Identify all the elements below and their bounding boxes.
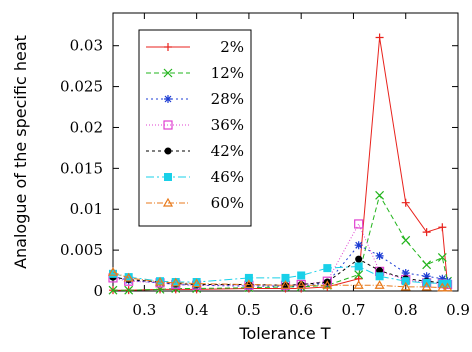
legend-label: 42% <box>211 142 244 160</box>
data-point <box>124 273 133 282</box>
x-tick-label: 0.5 <box>237 301 261 319</box>
y-tick-label: 0.03 <box>70 37 103 55</box>
data-point <box>375 190 385 200</box>
data-point <box>355 255 363 263</box>
legend-label: 46% <box>211 168 244 186</box>
data-point <box>281 273 290 282</box>
series-6 <box>107 266 453 292</box>
data-point <box>296 280 307 289</box>
y-tick-label: 0.02 <box>70 118 103 136</box>
data-point <box>156 277 165 286</box>
data-point <box>192 278 201 287</box>
data-point <box>422 260 432 270</box>
data-point <box>322 280 333 289</box>
data-point <box>353 280 364 289</box>
x-tick-label: 0.9 <box>446 301 470 319</box>
data-point <box>401 269 410 278</box>
legend-marker <box>164 95 172 103</box>
data-point <box>438 223 447 232</box>
x-tick-label: 0.8 <box>394 301 418 319</box>
data-point <box>375 272 384 281</box>
data-point <box>170 277 181 287</box>
legend-label: 60% <box>211 194 244 212</box>
y-axis-label: Analogue of the specific heat <box>11 35 30 269</box>
x-axis-label: Tolerance T <box>238 324 330 343</box>
series-line <box>112 271 448 289</box>
legend-label: 28% <box>211 90 244 108</box>
data-point <box>354 270 364 280</box>
legend: 2% 12% 28% 36% 42% 46% 60% <box>138 29 252 227</box>
data-point <box>354 262 363 271</box>
data-point <box>354 241 363 250</box>
legend-label: 36% <box>211 116 244 134</box>
series-5 <box>109 262 452 288</box>
y-tick-label: 0.01 <box>70 200 103 218</box>
data-point <box>422 228 431 237</box>
legend-label: 2% <box>220 38 244 56</box>
data-point <box>244 273 253 282</box>
data-point <box>401 198 410 207</box>
legend-marker <box>164 43 172 51</box>
y-tick-label: 0 <box>93 282 103 300</box>
data-point <box>438 274 447 283</box>
legend-marker <box>164 173 172 181</box>
y-tick-label: 0.005 <box>60 241 103 259</box>
data-point <box>297 271 306 280</box>
data-point <box>374 280 385 289</box>
x-tick-label: 0.7 <box>342 301 366 319</box>
x-tick-label: 0.4 <box>185 301 209 319</box>
data-point <box>171 278 180 287</box>
data-point <box>375 33 384 42</box>
data-point <box>191 278 202 288</box>
data-point <box>401 235 411 245</box>
legend-marker <box>162 197 174 207</box>
legend-marker <box>163 120 173 130</box>
data-point <box>280 280 291 289</box>
data-point <box>123 272 134 282</box>
data-point <box>107 266 119 276</box>
data-point <box>401 277 410 286</box>
data-point <box>375 251 384 260</box>
data-point <box>422 272 431 281</box>
data-point <box>124 285 134 295</box>
data-point <box>243 279 254 289</box>
data-point <box>323 264 332 273</box>
series-layer <box>107 33 453 295</box>
data-point <box>437 253 447 262</box>
data-point <box>400 281 411 291</box>
data-point <box>108 285 118 295</box>
legend-label: 12% <box>211 64 244 82</box>
data-point <box>437 282 448 292</box>
y-tick-label: 0.025 <box>60 78 103 96</box>
legend-marker <box>163 68 173 78</box>
x-tick-label: 0.6 <box>289 301 313 319</box>
data-point <box>442 282 453 292</box>
axis-ticks: 0.3 0.4 0.5 0.6 0.7 0.8 0.9 0 0.005 0.01 0.015 0.02… <box>60 13 470 319</box>
legend-marker <box>164 147 172 155</box>
x-tick-label: 0.3 <box>132 301 156 319</box>
legend-box <box>138 29 252 227</box>
data-point <box>354 219 364 229</box>
data-point <box>109 269 117 278</box>
data-point <box>421 281 432 291</box>
y-tick-label: 0.015 <box>60 159 103 177</box>
data-point <box>155 276 166 286</box>
series-line <box>112 265 448 285</box>
data-point <box>297 280 305 288</box>
